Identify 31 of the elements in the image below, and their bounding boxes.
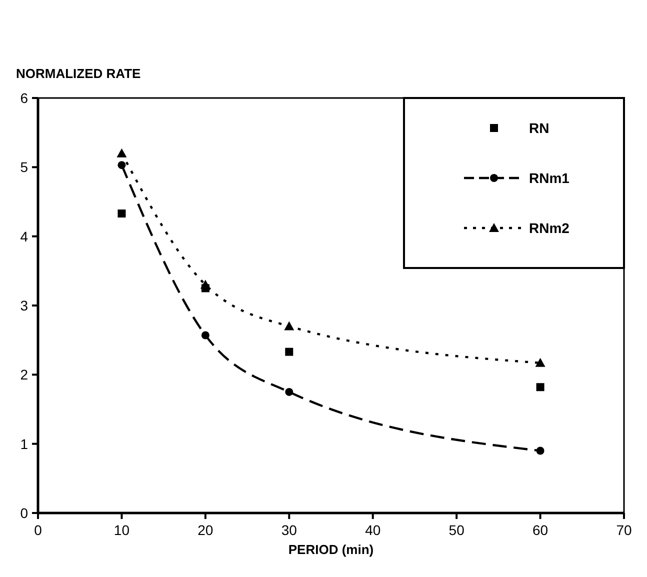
x-tick-label: 50 xyxy=(448,522,465,538)
y-tick-label: 3 xyxy=(20,298,28,314)
x-tick-label: 0 xyxy=(34,522,42,538)
y-axis-title: NORMALIZED RATE xyxy=(16,66,142,81)
point xyxy=(201,331,210,340)
x-tick-label: 20 xyxy=(198,522,214,538)
x-tick-label: 70 xyxy=(616,522,632,538)
point xyxy=(284,321,294,330)
point xyxy=(118,161,126,170)
point xyxy=(201,284,210,292)
y-tick-label: 0 xyxy=(20,505,28,521)
x-tick-label: 30 xyxy=(281,522,298,538)
legend-label: RN xyxy=(529,120,550,136)
x-tick-label: 10 xyxy=(114,522,130,538)
point xyxy=(285,348,294,356)
x-axis-title: PERIOD (min) xyxy=(288,542,374,557)
y-tick-label: 5 xyxy=(20,159,28,176)
point xyxy=(118,210,126,218)
legend-label: RNm1 xyxy=(529,170,570,186)
y-tick-label: 1 xyxy=(20,436,28,452)
x-tick-label: 40 xyxy=(365,522,381,538)
point xyxy=(536,446,544,455)
x-tick-label: 60 xyxy=(532,522,548,538)
point xyxy=(285,388,294,396)
y-tick-label: 2 xyxy=(20,366,28,383)
point xyxy=(536,383,544,392)
point xyxy=(116,148,127,158)
point xyxy=(535,358,546,367)
legend-label: RNm2 xyxy=(529,220,570,236)
y-tick-label: 4 xyxy=(20,228,28,244)
y-tick-label: 6 xyxy=(20,90,28,106)
